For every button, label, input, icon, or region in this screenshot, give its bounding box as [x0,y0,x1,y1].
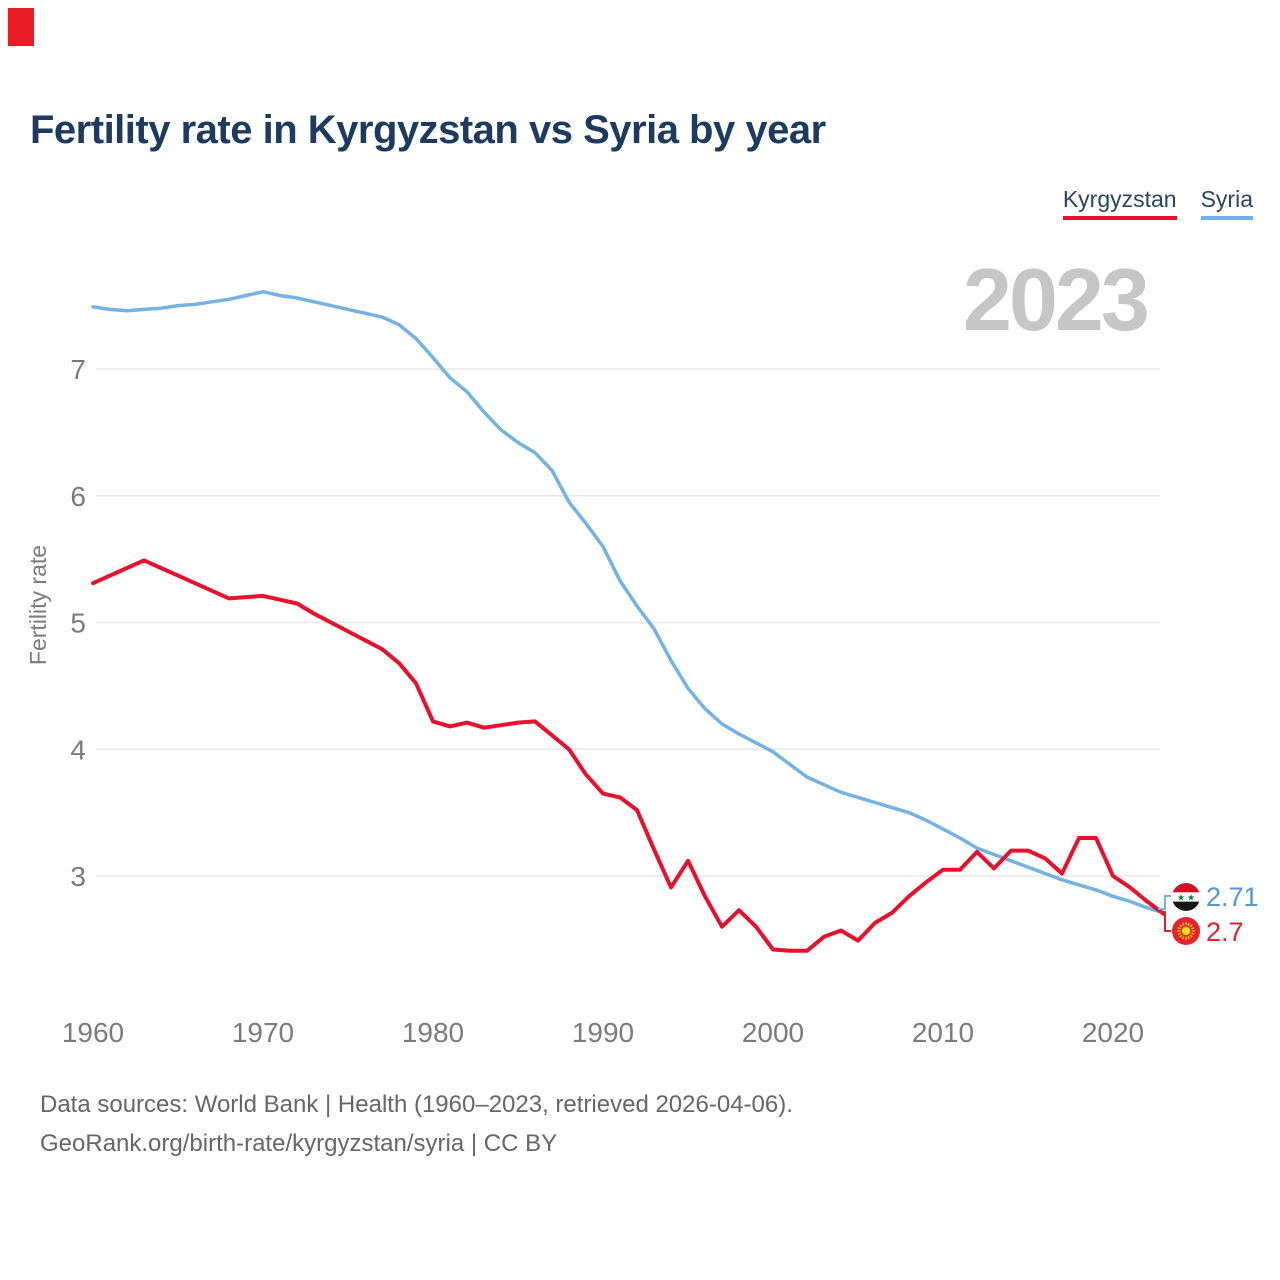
kyrgyzstan-callout-connector [1158,911,1171,932]
kyrgyzstan-flag-icon [1172,917,1200,945]
line-syria [91,289,1166,915]
sun-ray [1179,924,1183,928]
line-kyrgyzstan [91,558,1166,953]
page-title: Fertility rate in Kyrgyzstan vs Syria by… [30,108,826,152]
y-tick-label: 4 [70,734,86,765]
y-axis-title: Fertility rate [25,545,51,665]
x-tick-label: 2020 [1082,1017,1144,1048]
legend-label-syria: Syria [1200,186,1253,212]
sun-ray [1191,927,1195,930]
sun-ray [1177,927,1181,930]
y-tick-label: 3 [70,861,86,892]
x-tick-label: 2000 [742,1017,804,1048]
footer-sources: Data sources: World Bank | Health (1960–… [40,1091,793,1118]
legend-item-kyrgyzstan[interactable]: Kyrgyzstan [1062,186,1177,220]
y-tick-label: 5 [70,608,86,639]
year-watermark: 2023 [963,250,1150,349]
sun-ray [1179,934,1183,938]
footer-attribution: GeoRank.org/birth-rate/kyrgyzstan/syria … [40,1130,558,1157]
kyrgyzstan-end-value: 2.7 [1206,917,1244,947]
sun-ray [1189,924,1193,928]
x-tick-label: 1970 [232,1017,294,1048]
end-annotations: ★ ★ 2.71 2.7 [1158,882,1259,947]
y-tick-label: 7 [70,354,86,385]
sun-ray [1182,936,1185,940]
svg-text:★: ★ [1177,893,1185,903]
sun-ray [1187,922,1190,926]
sun-ray [1191,932,1195,935]
legend-label-kyrgyzstan: Kyrgyzstan [1062,186,1177,212]
syria-callout-connector [1158,895,1171,910]
syria-end-value: 2.71 [1206,882,1259,912]
series-lines [91,289,1166,953]
recording-marker [8,8,34,46]
sun-ray [1189,934,1193,938]
x-tick-label: 1980 [402,1017,464,1048]
y-tick-label: 6 [70,481,86,512]
gridlines [96,368,1160,877]
sun-ray [1187,936,1190,940]
axis-ticks: 3 4 5 6 7 1960 1970 1980 1990 2000 2010 2020 [62,354,1144,1048]
x-tick-label: 1990 [572,1017,634,1048]
footer: Data sources: World Bank | Health (1960–… [40,1085,793,1163]
x-tick-label: 1960 [62,1017,124,1048]
svg-text:★: ★ [1187,893,1195,903]
x-tick-label: 2010 [912,1017,974,1048]
legend-item-syria[interactable]: Syria [1200,186,1253,220]
syria-flag-icon: ★ ★ [1172,883,1200,911]
sun-ray [1177,932,1181,935]
sun-ray [1182,922,1185,926]
legend: Kyrgyzstan Syria [1062,186,1253,220]
